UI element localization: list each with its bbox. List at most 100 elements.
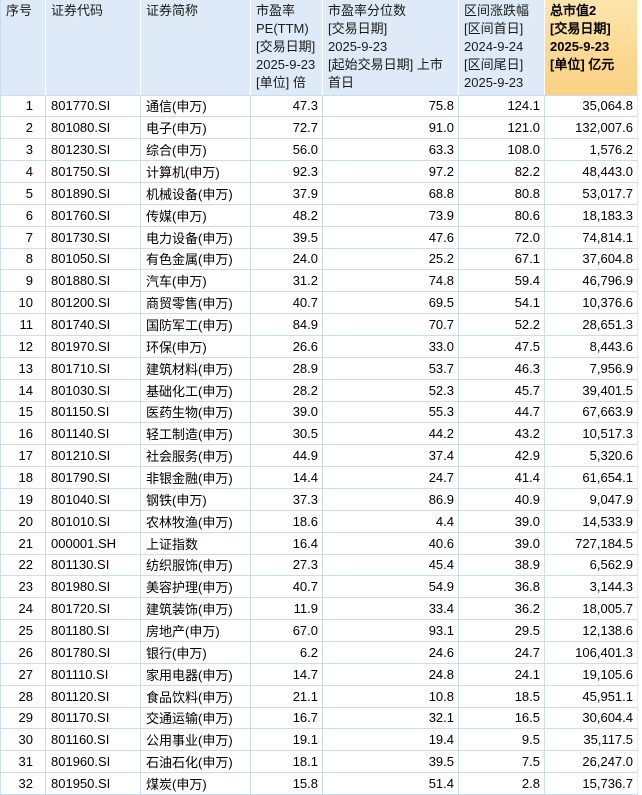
- cell-security-name[interactable]: 有色金属(申万): [140, 248, 251, 271]
- cell-range-change[interactable]: 47.5: [458, 335, 545, 358]
- cell-total-market-cap[interactable]: 46,796.9: [544, 269, 638, 293]
- cell-range-change[interactable]: 108.0: [458, 138, 545, 162]
- cell-security-code[interactable]: 801120.SI: [45, 685, 141, 708]
- cell-security-code[interactable]: 801720.SI: [45, 597, 141, 621]
- cell-security-name[interactable]: 计算机(申万): [140, 160, 251, 183]
- cell-total-market-cap[interactable]: 35,064.8: [544, 95, 638, 118]
- cell-serial[interactable]: 26: [0, 641, 46, 664]
- cell-range-change[interactable]: 18.5: [458, 685, 545, 708]
- cell-range-change[interactable]: 29.5: [458, 619, 545, 642]
- cell-security-name[interactable]: 银行(申万): [140, 641, 251, 664]
- cell-range-change[interactable]: 42.9: [458, 444, 545, 468]
- cell-total-market-cap[interactable]: 6,562.9: [544, 554, 638, 577]
- cell-total-market-cap[interactable]: 8,443.6: [544, 335, 638, 358]
- cell-pe-ttm[interactable]: 48.2: [250, 204, 323, 227]
- cell-security-code[interactable]: 801960.SI: [45, 750, 141, 774]
- cell-range-change[interactable]: 44.7: [458, 401, 545, 424]
- cell-pe-percentile[interactable]: 47.6: [322, 226, 459, 249]
- cell-total-market-cap[interactable]: 18,005.7: [544, 597, 638, 621]
- cell-pe-percentile[interactable]: 51.4: [322, 772, 459, 795]
- cell-range-change[interactable]: 9.5: [458, 728, 545, 752]
- cell-security-code[interactable]: 801970.SI: [45, 335, 141, 358]
- cell-security-code[interactable]: 801890.SI: [45, 182, 141, 205]
- cell-pe-ttm[interactable]: 30.5: [250, 422, 323, 446]
- cell-security-name[interactable]: 钢铁(申万): [140, 488, 251, 511]
- cell-pe-ttm[interactable]: 6.2: [250, 641, 323, 664]
- cell-range-change[interactable]: 7.5: [458, 750, 545, 774]
- cell-security-name[interactable]: 食品饮料(申万): [140, 685, 251, 708]
- cell-security-name[interactable]: 国防军工(申万): [140, 313, 251, 336]
- cell-security-code[interactable]: 801750.SI: [45, 160, 141, 183]
- cell-serial[interactable]: 14: [0, 379, 46, 402]
- cell-pe-percentile[interactable]: 24.8: [322, 663, 459, 686]
- cell-pe-ttm[interactable]: 19.1: [250, 728, 323, 752]
- cell-total-market-cap[interactable]: 10,517.3: [544, 422, 638, 446]
- cell-serial[interactable]: 15: [0, 401, 46, 424]
- cell-security-code[interactable]: 801160.SI: [45, 728, 141, 752]
- cell-range-change[interactable]: 24.1: [458, 663, 545, 686]
- cell-range-change[interactable]: 36.2: [458, 597, 545, 621]
- cell-pe-percentile[interactable]: 63.3: [322, 138, 459, 162]
- cell-security-code[interactable]: 801180.SI: [45, 619, 141, 642]
- cell-range-change[interactable]: 24.7: [458, 641, 545, 664]
- cell-total-market-cap[interactable]: 14,533.9: [544, 510, 638, 533]
- cell-range-change[interactable]: 39.0: [458, 510, 545, 533]
- cell-pe-percentile[interactable]: 75.8: [322, 95, 459, 118]
- cell-serial[interactable]: 10: [0, 291, 46, 315]
- cell-total-market-cap[interactable]: 1,576.2: [544, 138, 638, 162]
- cell-pe-ttm[interactable]: 67.0: [250, 619, 323, 642]
- cell-total-market-cap[interactable]: 26,247.0: [544, 750, 638, 774]
- cell-pe-ttm[interactable]: 37.3: [250, 488, 323, 511]
- cell-security-name[interactable]: 煤炭(申万): [140, 772, 251, 795]
- cell-total-market-cap[interactable]: 53,017.7: [544, 182, 638, 205]
- cell-security-name[interactable]: 传媒(申万): [140, 204, 251, 227]
- cell-security-code[interactable]: 801740.SI: [45, 313, 141, 336]
- cell-range-change[interactable]: 72.0: [458, 226, 545, 249]
- cell-pe-ttm[interactable]: 39.5: [250, 226, 323, 249]
- cell-total-market-cap[interactable]: 106,401.3: [544, 641, 638, 664]
- cell-pe-ttm[interactable]: 37.9: [250, 182, 323, 205]
- cell-pe-ttm[interactable]: 18.1: [250, 750, 323, 774]
- cell-serial[interactable]: 29: [0, 707, 46, 730]
- cell-pe-percentile[interactable]: 25.2: [322, 248, 459, 271]
- cell-range-change[interactable]: 54.1: [458, 291, 545, 315]
- cell-range-change[interactable]: 40.9: [458, 488, 545, 511]
- cell-pe-ttm[interactable]: 39.0: [250, 401, 323, 424]
- cell-security-code[interactable]: 801050.SI: [45, 248, 141, 271]
- cell-range-change[interactable]: 59.4: [458, 269, 545, 293]
- cell-pe-ttm[interactable]: 16.7: [250, 707, 323, 730]
- cell-security-name[interactable]: 石油石化(申万): [140, 750, 251, 774]
- cell-range-change[interactable]: 39.0: [458, 532, 545, 555]
- cell-pe-percentile[interactable]: 44.2: [322, 422, 459, 446]
- cell-security-code[interactable]: 801010.SI: [45, 510, 141, 533]
- cell-pe-percentile[interactable]: 39.5: [322, 750, 459, 774]
- cell-security-name[interactable]: 通信(申万): [140, 95, 251, 118]
- cell-total-market-cap[interactable]: 12,138.6: [544, 619, 638, 642]
- cell-security-code[interactable]: 801130.SI: [45, 554, 141, 577]
- cell-total-market-cap[interactable]: 7,956.9: [544, 357, 638, 380]
- cell-security-code[interactable]: 801210.SI: [45, 444, 141, 468]
- cell-pe-ttm[interactable]: 28.2: [250, 379, 323, 402]
- cell-security-code[interactable]: 801760.SI: [45, 204, 141, 227]
- cell-serial[interactable]: 21: [0, 532, 46, 555]
- cell-serial[interactable]: 8: [0, 248, 46, 271]
- cell-pe-ttm[interactable]: 24.0: [250, 248, 323, 271]
- cell-total-market-cap[interactable]: 15,736.7: [544, 772, 638, 795]
- cell-pe-percentile[interactable]: 55.3: [322, 401, 459, 424]
- cell-security-code[interactable]: 801170.SI: [45, 707, 141, 730]
- column-header-security-name[interactable]: 证券简称: [140, 0, 251, 96]
- cell-range-change[interactable]: 36.8: [458, 575, 545, 599]
- cell-serial[interactable]: 6: [0, 204, 46, 227]
- column-header-pe-ttm[interactable]: 市盈率 PE(TTM) [交易日期] 2025-9-23 [单位] 倍: [250, 0, 323, 96]
- cell-security-name[interactable]: 电子(申万): [140, 116, 251, 140]
- cell-range-change[interactable]: 41.4: [458, 466, 545, 489]
- cell-security-name[interactable]: 公用事业(申万): [140, 728, 251, 752]
- cell-serial[interactable]: 32: [0, 772, 46, 795]
- cell-serial[interactable]: 16: [0, 422, 46, 446]
- cell-pe-ttm[interactable]: 15.8: [250, 772, 323, 795]
- cell-serial[interactable]: 17: [0, 444, 46, 468]
- cell-serial[interactable]: 1: [0, 95, 46, 118]
- cell-pe-percentile[interactable]: 40.6: [322, 532, 459, 555]
- cell-serial[interactable]: 9: [0, 269, 46, 293]
- cell-pe-percentile[interactable]: 70.7: [322, 313, 459, 336]
